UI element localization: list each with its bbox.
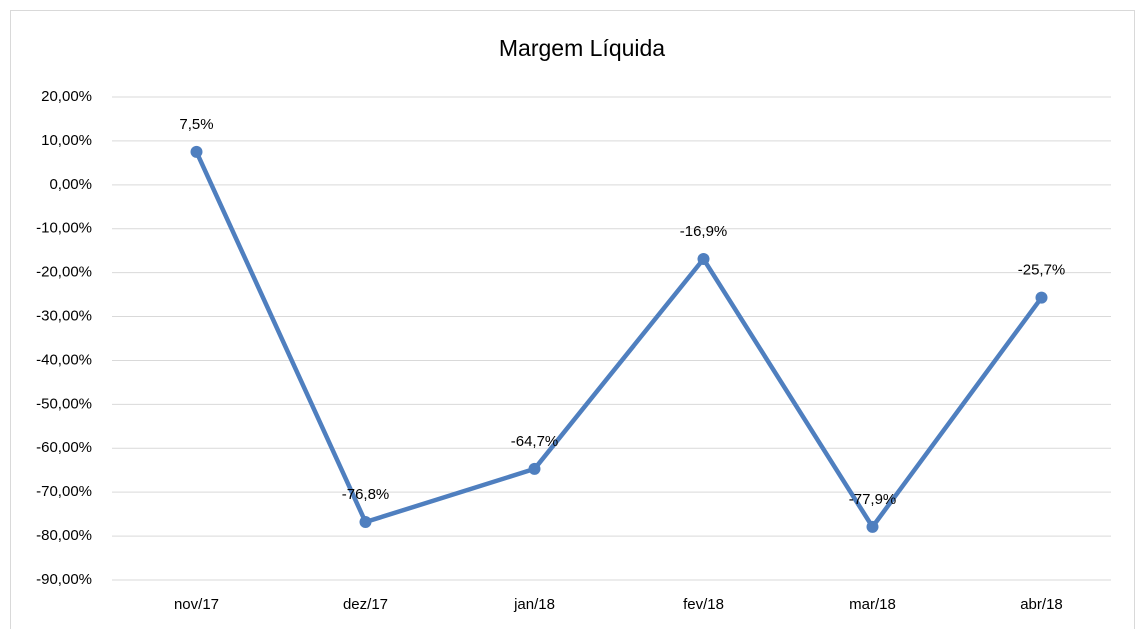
y-tick-label: -20,00% <box>36 264 92 281</box>
y-tick-label: -30,00% <box>36 308 92 325</box>
y-tick-label: 20,00% <box>41 88 92 105</box>
chart-frame <box>10 10 1135 629</box>
data-label: 7,5% <box>179 116 213 133</box>
point <box>866 520 879 533</box>
y-tick-label: -60,00% <box>36 439 92 456</box>
point <box>1035 291 1048 304</box>
data-label: -76,8% <box>342 486 390 503</box>
x-tick-label: mar/18 <box>849 596 896 613</box>
y-tick-label: 10,00% <box>41 132 92 149</box>
y-tick-label: -40,00% <box>36 351 92 368</box>
y-tick-label: 0,00% <box>49 176 92 193</box>
data-label: -25,7% <box>1018 262 1066 279</box>
data-label: -77,9% <box>849 491 897 508</box>
x-tick-label: dez/17 <box>343 596 388 613</box>
point <box>359 516 372 529</box>
x-tick-label: nov/17 <box>174 596 219 613</box>
x-tick-label: fev/18 <box>683 596 724 613</box>
series-line <box>194 150 1044 530</box>
chart-title: Margem Líquida <box>499 35 665 61</box>
y-tick-label: -80,00% <box>36 527 92 544</box>
data-label: -16,9% <box>680 223 728 240</box>
data-label: -64,7% <box>511 433 559 450</box>
y-tick-label: -50,00% <box>36 395 92 412</box>
y-tick-label: -10,00% <box>36 220 92 237</box>
point <box>697 253 710 266</box>
x-tick-label: abr/18 <box>1020 596 1063 613</box>
y-tick-label: -70,00% <box>36 483 92 500</box>
y-tick-label: -90,00% <box>36 571 92 588</box>
point <box>190 145 203 158</box>
point <box>528 462 541 475</box>
x-tick-label: jan/18 <box>513 596 555 613</box>
